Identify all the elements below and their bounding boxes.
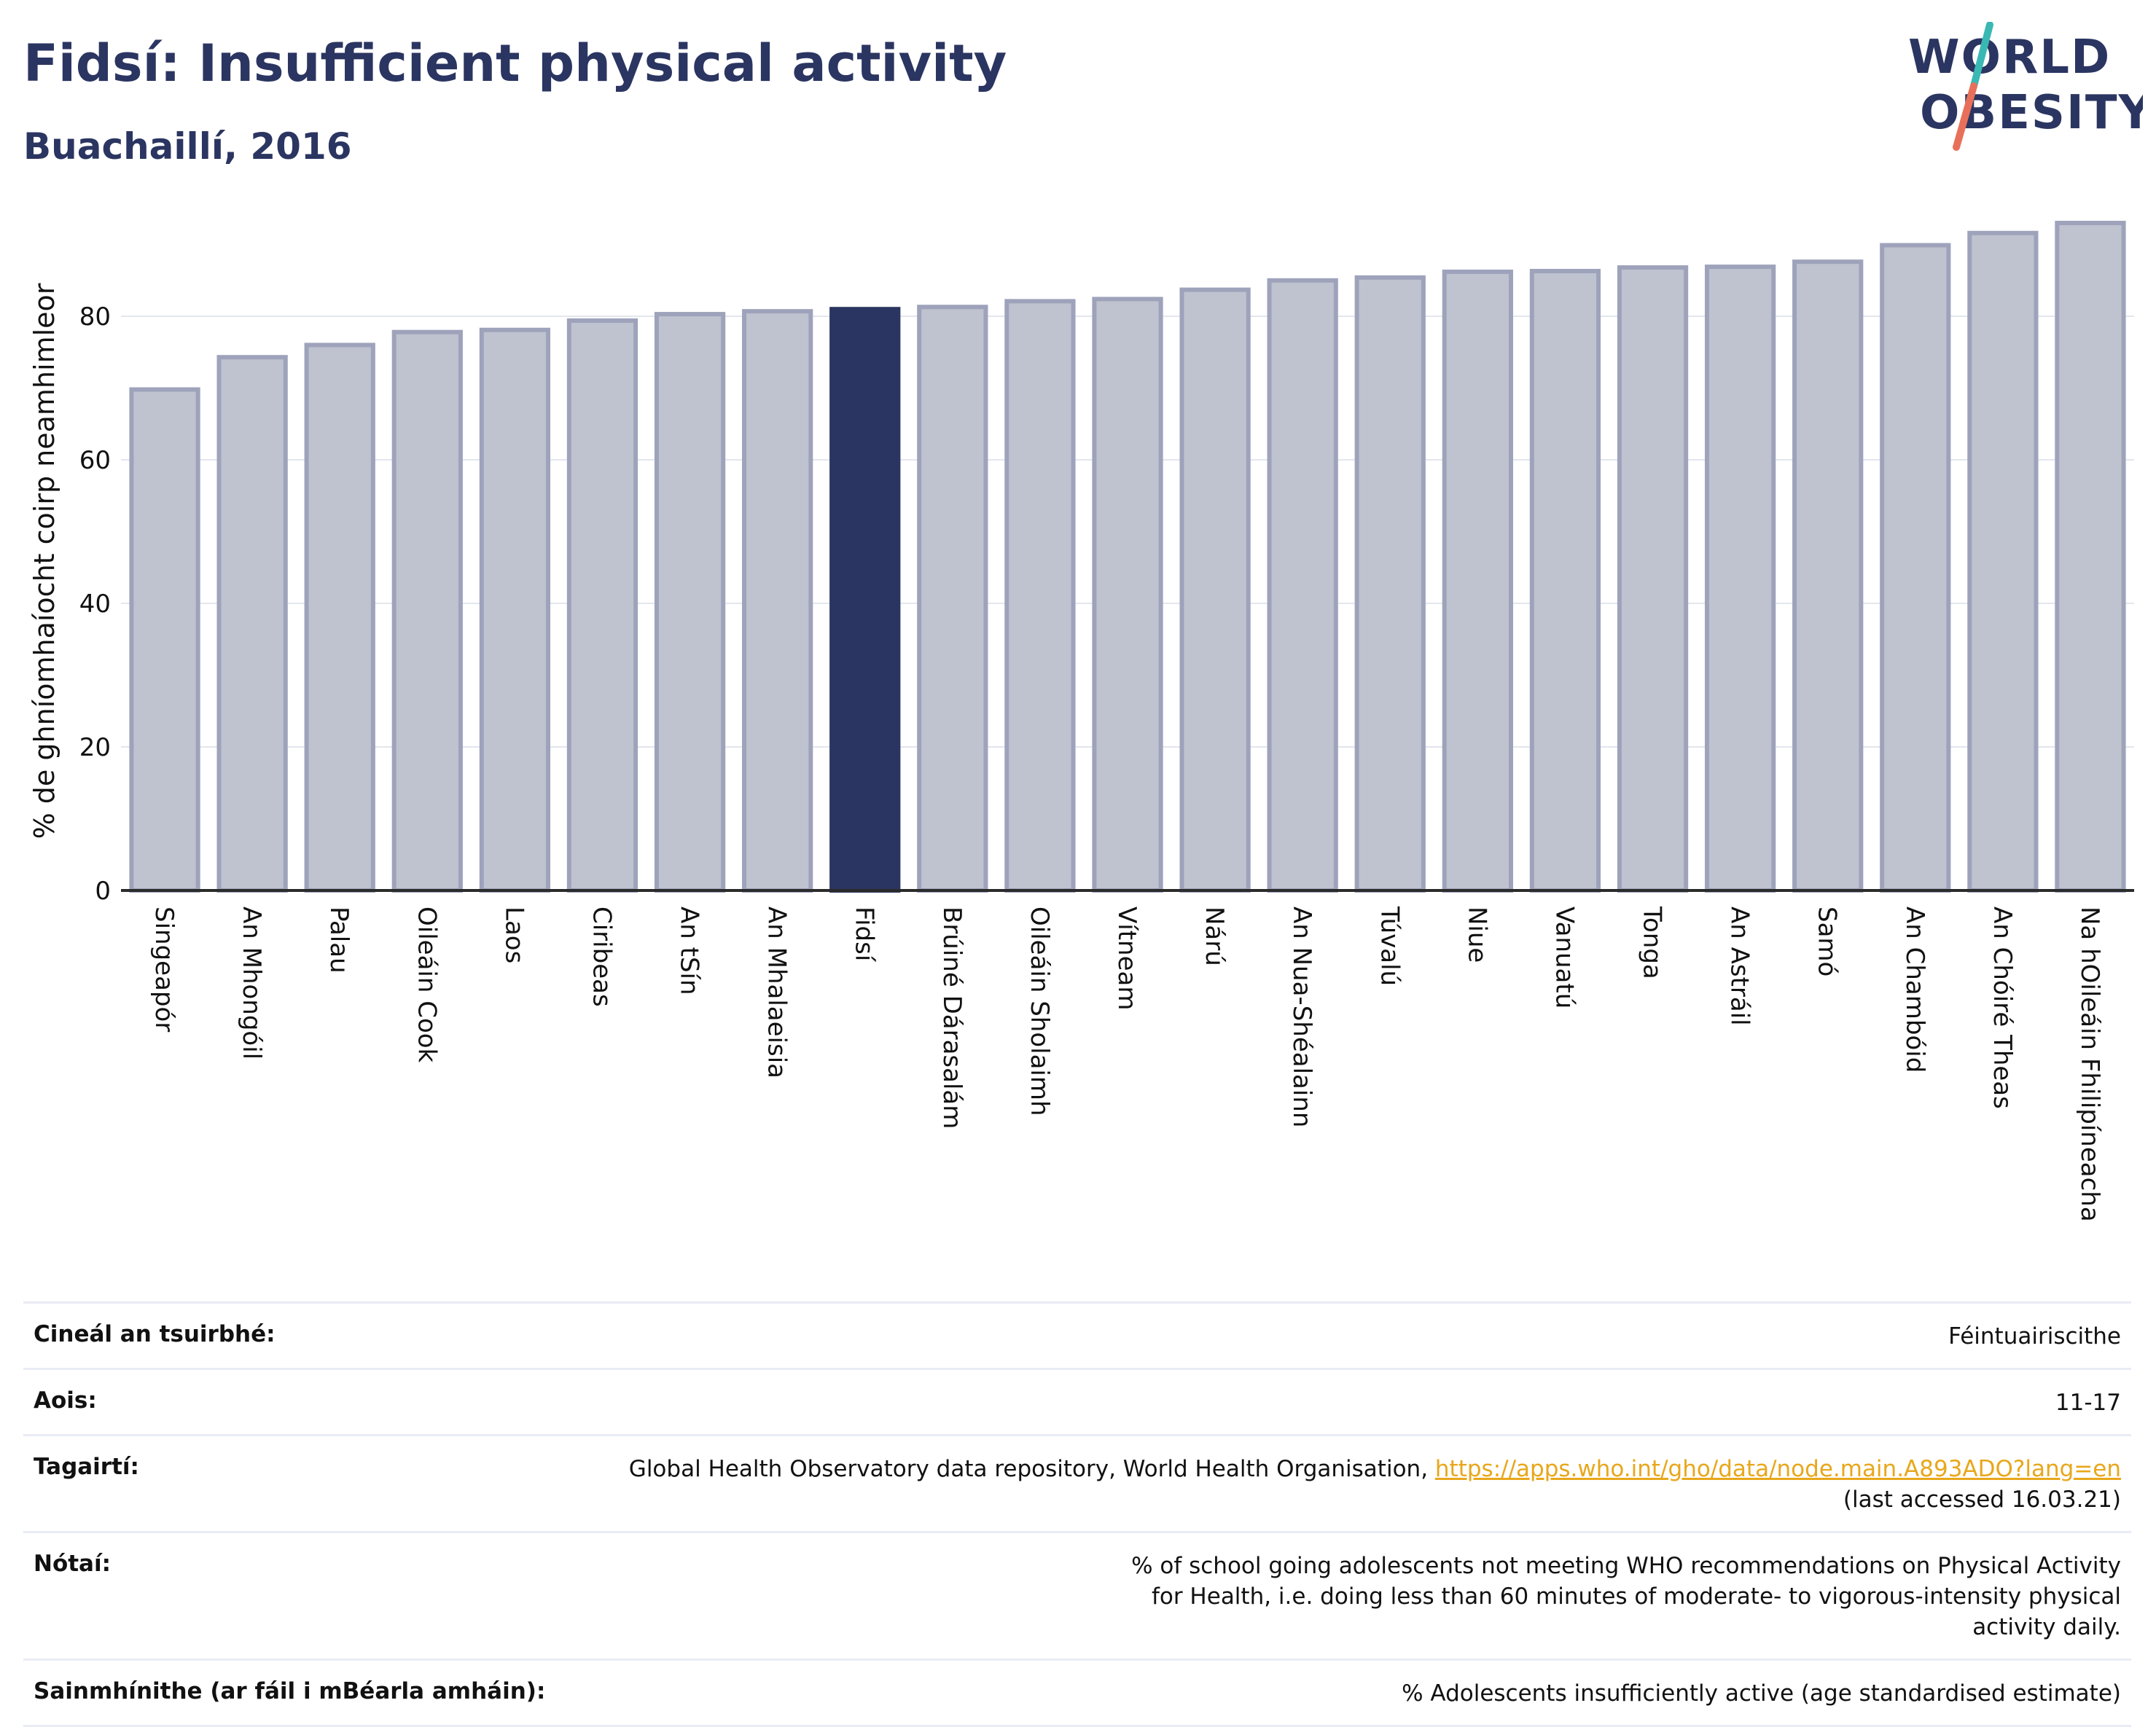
- x-tick-label: Vanuatú: [1550, 906, 1579, 1009]
- info-label: Cineál an tsuirbhé:: [34, 1321, 276, 1347]
- y-tick-label: 20: [79, 733, 111, 762]
- info-row-notes: Nótaí: % of school going adolescents not…: [23, 1532, 2131, 1660]
- info-row-survey-type: Cineál an tsuirbhé: Féintuairiscithe: [23, 1302, 2131, 1369]
- logo-word-world: WORLD: [1908, 31, 2111, 85]
- y-tick-label: 40: [79, 590, 111, 619]
- bar-chart: 0 20 40 60 80 Singeapór An Mhongóil Palau Oileá…: [28, 221, 2134, 1222]
- bar-tonga: [1617, 265, 1689, 893]
- x-tick-label: Ciribeas: [587, 906, 616, 1007]
- info-value: Féintuairiscithe: [1948, 1323, 2121, 1350]
- logo-slash-top: [1970, 22, 1993, 90]
- x-tick-label: An Astráil: [1725, 906, 1754, 1026]
- x-tick-label: Nárú: [1200, 906, 1229, 966]
- reference-accessed: (last accessed 16.03.21): [1843, 1487, 2121, 1513]
- reference-text: Global Health Observatory data repositor…: [628, 1456, 1435, 1482]
- bar-palau: [304, 342, 375, 893]
- bar-na-hoileáin-fhilipíneacha: [2055, 221, 2126, 893]
- bars: [129, 221, 2126, 893]
- x-tick-label: Túvalú: [1375, 906, 1404, 986]
- x-tick-label: Singeapór: [149, 906, 179, 1032]
- bar-an-astráil: [1704, 265, 1776, 893]
- x-tick-label: Oileáin Sholaimh: [1025, 906, 1054, 1116]
- x-tick-label: An tSín: [675, 906, 704, 995]
- bar-vanuatú: [1529, 268, 1601, 893]
- x-tick-label: An Mhalaeisia: [762, 906, 792, 1078]
- reference-link[interactable]: https://apps.who.int/gho/data/node.main.…: [1434, 1456, 2121, 1482]
- x-tick-label: Niue: [1462, 906, 1491, 963]
- x-tick-label: Na hOileáin Fhilipíneacha: [2075, 906, 2104, 1222]
- x-tick-label: Oileáin Cook: [412, 906, 441, 1063]
- y-tick-label: 0: [95, 877, 111, 906]
- bar-an-mhongóil: [216, 355, 288, 893]
- bar-an-nua-shéalainn: [1267, 278, 1338, 893]
- x-tick-label: An Nua-Shéalainn: [1287, 906, 1316, 1127]
- info-row-references: Tagairtí: Global Health Observatory data…: [23, 1435, 2131, 1532]
- info-label: Sainmhínithe (ar fáil i mBéarla amháin):: [34, 1678, 546, 1704]
- bar-ciribeas: [566, 318, 638, 893]
- y-tick-labels: 0 20 40 60 80: [79, 302, 111, 906]
- info-label: Nótaí:: [34, 1551, 112, 1577]
- bar-an-mhalaeisia: [742, 309, 813, 893]
- x-tick-label: Brúiné Dárasalám: [937, 906, 966, 1129]
- x-tick-label: Laos: [499, 906, 528, 963]
- bar-samó: [1792, 259, 1864, 893]
- bar-vítneam: [1092, 297, 1163, 893]
- logo-slash-bottom: [1953, 82, 1977, 151]
- info-value-references: Global Health Observatory data repositor…: [545, 1436, 2131, 1532]
- x-tick-label: Vítneam: [1112, 906, 1141, 1010]
- info-value: % Adolescents insufficiently active (age…: [1402, 1680, 2121, 1707]
- x-tick-label: An Chambóid: [1900, 906, 1929, 1073]
- info-table: Cineál an tsuirbhé: Féintuairiscithe Aoi…: [23, 1301, 2131, 1727]
- bar-brúiné-dárasalám: [917, 305, 988, 893]
- bar-an-tsín: [654, 312, 726, 893]
- bar-túvalú: [1354, 275, 1426, 893]
- bar-oileáin-cook: [391, 329, 463, 893]
- y-tick-label: 80: [79, 302, 111, 332]
- bar-an-chambóid: [1880, 243, 1951, 893]
- info-value: 11-17: [2055, 1390, 2121, 1416]
- x-tick-label: Fidsí: [850, 906, 879, 963]
- x-tick-label: Palau: [324, 906, 354, 974]
- info-row-definitions: Sainmhínithe (ar fáil i mBéarla amháin):…: [23, 1659, 2131, 1726]
- info-label: Tagairtí:: [34, 1454, 139, 1480]
- bar-singeapór: [129, 387, 200, 893]
- y-tick-label: 60: [79, 446, 111, 475]
- y-axis-label: % de ghníomhaíocht coirp neamhimleor: [28, 283, 60, 839]
- x-tick-label: An Mhongóil: [237, 906, 266, 1060]
- bar-nárú: [1179, 287, 1251, 893]
- page-subtitle: Buachaillí, 2016: [23, 125, 352, 168]
- x-tick-label: Samó: [1813, 906, 1842, 976]
- bar-niue: [1442, 269, 1513, 893]
- world-obesity-logo: WORLD OBESITY: [1908, 22, 2143, 151]
- x-tick-label: An Chóiré Theas: [1988, 906, 2017, 1109]
- logo-word-obesity: OBESITY: [1920, 86, 2143, 140]
- bar-oileáin-sholaimh: [1004, 299, 1076, 893]
- bar-an-chóiré-theas: [1967, 230, 2039, 893]
- info-row-age: Aois: 11-17: [23, 1368, 2131, 1436]
- bar-laos: [479, 327, 551, 893]
- bar-fidsí: [829, 307, 901, 893]
- x-tick-labels: Singeapór An Mhongóil Palau Oileáin Cook Lao…: [149, 906, 2104, 1222]
- page-title: Fidsí: Insufficient physical activity: [23, 34, 1007, 93]
- info-value: % of school going adolescents not meetin…: [1131, 1553, 2121, 1640]
- x-tick-label: Tonga: [1638, 906, 1667, 979]
- info-label: Aois:: [34, 1387, 97, 1414]
